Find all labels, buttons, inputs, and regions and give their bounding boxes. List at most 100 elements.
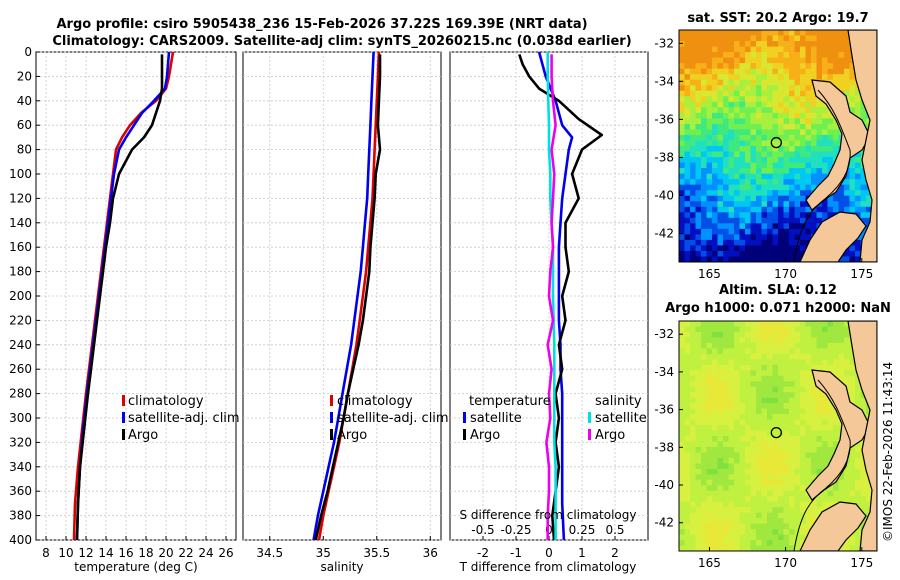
heatmap-cell: [750, 151, 757, 158]
heatmap-cell: [844, 190, 850, 197]
heatmap-cell: [679, 337, 685, 344]
heatmap-cell: [695, 545, 702, 551]
heatmap-cell: [794, 457, 801, 464]
heatmap-cell: [750, 463, 757, 470]
heatmap-cell: [756, 392, 762, 399]
heatmap-cell: [833, 353, 839, 360]
heatmap-cell: [712, 463, 718, 470]
heatmap-cell: [684, 523, 691, 530]
heatmap-cell: [822, 206, 828, 213]
heatmap-cell: [717, 419, 724, 426]
heatmap-cell: [789, 534, 795, 541]
heatmap-cell: [800, 74, 806, 81]
heatmap-cell: [772, 490, 779, 497]
heatmap-cell: [712, 397, 718, 404]
heatmap-cell: [690, 79, 696, 86]
heatmap-cell: [783, 157, 790, 163]
heatmap-cell: [756, 74, 762, 81]
heatmap-cell: [695, 485, 702, 492]
heatmap-cell: [761, 57, 768, 64]
heatmap-cell: [756, 375, 762, 382]
heatmap-cell: [756, 512, 762, 519]
heatmap-cell: [849, 90, 856, 97]
heatmap-cell: [761, 234, 768, 241]
heatmap-cell: [695, 239, 702, 246]
heatmap-cell: [717, 239, 724, 246]
heatmap-cell: [833, 30, 839, 36]
heatmap-cell: [767, 337, 773, 344]
heatmap-cell: [800, 245, 806, 252]
heatmap-cell: [772, 201, 779, 208]
heatmap-cell: [789, 157, 795, 163]
heatmap-cell: [750, 206, 757, 213]
heatmap-cell: [838, 201, 845, 208]
legend-title-salinity: salinity: [595, 394, 642, 409]
heatmap-cell: [734, 386, 740, 393]
heatmap-cell: [717, 151, 724, 158]
heatmap-cell: [794, 452, 801, 459]
heatmap-cell: [750, 479, 757, 486]
heatmap-cell: [756, 408, 762, 415]
heatmap-cell: [772, 195, 779, 202]
heatmap-cell: [822, 74, 828, 81]
heatmap-cell: [816, 496, 823, 503]
heatmap-cell: [712, 529, 718, 535]
heatmap-cell: [849, 479, 856, 486]
heatmap-cell: [679, 63, 685, 70]
heatmap-cell: [728, 212, 735, 219]
heatmap-cell: [728, 118, 735, 125]
heatmap-cell: [745, 68, 751, 75]
heatmap-cell: [767, 490, 773, 497]
heatmap-cell: [849, 540, 856, 546]
heatmap-cell: [789, 545, 795, 551]
y-tick-label: 140: [9, 216, 32, 230]
heatmap-cell: [838, 370, 845, 377]
heatmap-cell: [772, 239, 779, 246]
heatmap-cell: [833, 46, 839, 53]
heatmap-cell: [805, 57, 812, 64]
heatmap-cell: [745, 35, 751, 42]
heatmap-cell: [701, 212, 707, 219]
heatmap-cell: [750, 250, 757, 257]
heatmap-cell: [684, 101, 691, 108]
heatmap-cell: [860, 518, 867, 525]
heatmap-cell: [717, 326, 724, 333]
heatmap-cell: [734, 540, 740, 546]
heatmap-cell: [844, 35, 850, 42]
heatmap-cell: [695, 370, 702, 377]
heatmap-cell: [684, 168, 691, 175]
heatmap-cell: [794, 501, 801, 508]
heatmap-cell: [794, 63, 801, 70]
heatmap-cell: [860, 206, 867, 213]
heatmap-cell: [800, 512, 806, 519]
heatmap-cell: [789, 217, 795, 224]
heatmap-cell: [844, 540, 850, 546]
heatmap-cell: [690, 386, 696, 393]
heatmap-cell: [701, 118, 707, 125]
heatmap-cell: [789, 359, 795, 366]
heatmap-cell: [728, 79, 735, 86]
heatmap-cell: [778, 436, 784, 442]
heatmap-cell: [772, 96, 779, 103]
heatmap-cell: [800, 101, 806, 108]
heatmap-cell: [800, 134, 806, 141]
heatmap-cell: [805, 35, 812, 42]
heatmap-cell: [690, 534, 696, 541]
heatmap-cell: [767, 201, 773, 208]
heatmap-cell: [695, 529, 702, 535]
heatmap-cell: [679, 151, 685, 158]
heatmap-cell: [761, 386, 768, 393]
y-tick-label: 80: [17, 143, 32, 157]
heatmap-cell: [800, 490, 806, 497]
heatmap-cell: [805, 79, 812, 86]
heatmap-cell: [690, 157, 696, 163]
heatmap-cell: [750, 381, 757, 388]
heatmap-cell: [717, 425, 724, 431]
heatmap-cell: [800, 386, 806, 393]
heatmap-cell: [706, 79, 713, 86]
heatmap-cell: [811, 474, 817, 481]
heatmap-cell: [734, 57, 740, 64]
heatmap-cell: [690, 397, 696, 404]
heatmap-cell: [728, 436, 735, 442]
heatmap-cell: [706, 206, 713, 213]
